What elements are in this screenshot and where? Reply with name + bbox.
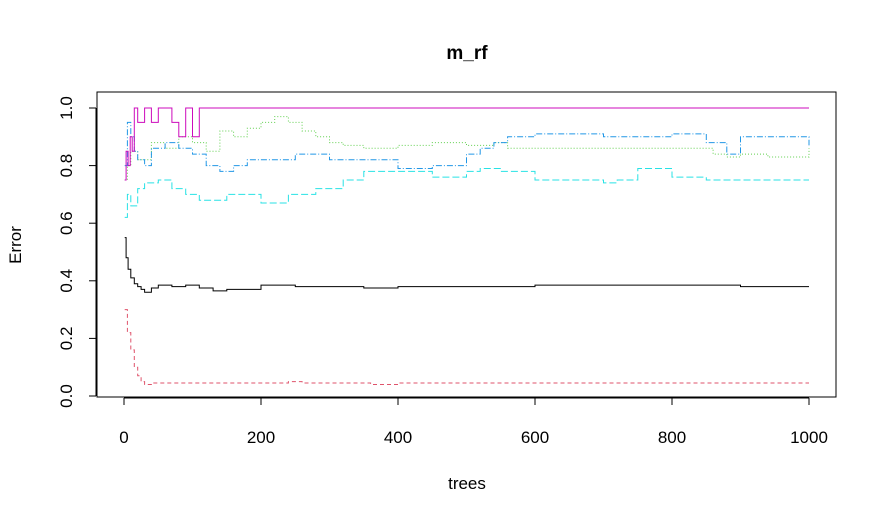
y-tick-label: 0.8 bbox=[57, 154, 76, 178]
y-tick-label: 0.0 bbox=[57, 384, 76, 408]
y-axis: 0.0 0.2 0.4 0.6 0.8 1.0 bbox=[57, 96, 97, 408]
series-line-3 bbox=[124, 116, 810, 181]
x-tick-label: 0 bbox=[119, 428, 128, 447]
chart-title: m_rf bbox=[446, 43, 488, 64]
plot-frame bbox=[96, 91, 837, 398]
y-tick-label: 0.4 bbox=[57, 269, 76, 293]
y-tick-label: 0.2 bbox=[57, 327, 76, 351]
series-line-1 bbox=[124, 237, 809, 293]
x-tick-label: 400 bbox=[384, 428, 412, 447]
series-layer bbox=[124, 107, 810, 385]
x-tick-label: 200 bbox=[247, 428, 275, 447]
series-line-4 bbox=[124, 121, 810, 172]
x-axis-label: trees bbox=[448, 474, 486, 493]
x-tick-label: 600 bbox=[521, 428, 549, 447]
series-line-2 bbox=[124, 309, 809, 385]
x-tick-label: 1000 bbox=[790, 428, 828, 447]
y-tick-label: 0.6 bbox=[57, 211, 76, 235]
x-axis: 0 200 400 600 800 1000 bbox=[119, 397, 828, 447]
y-tick-label: 1.0 bbox=[57, 96, 76, 120]
series-line-6 bbox=[124, 107, 809, 181]
x-tick-label: 800 bbox=[658, 428, 686, 447]
series-line-5 bbox=[124, 168, 809, 218]
y-axis-label: Error bbox=[6, 226, 25, 264]
